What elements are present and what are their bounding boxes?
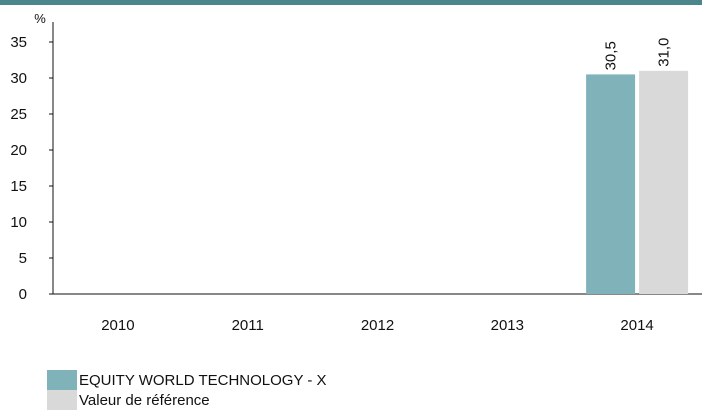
x-tick-label: 2011 [232,317,264,334]
y-tick-label: 5 [19,250,27,267]
chart-legend: EQUITY WORLD TECHNOLOGY - X Valeur de ré… [47,370,327,410]
y-tick-label: 0 [19,286,27,303]
data-label-series-1-2014: 30,5 [603,41,620,70]
x-tick-label: 2013 [491,317,524,334]
x-tick-label: 2014 [620,317,653,334]
y-axis-title: % [34,11,46,26]
data-label-series-2-2014: 31,0 [656,38,673,67]
y-tick-label: 35 [10,34,27,51]
legend-label-series-1: EQUITY WORLD TECHNOLOGY - X [79,371,327,389]
legend-item-series-1: EQUITY WORLD TECHNOLOGY - X [47,370,327,390]
y-tick-label: 10 [10,214,27,231]
y-tick-label: 30 [10,70,27,87]
x-tick-label: 2012 [361,317,394,334]
legend-swatch-series-2 [47,390,77,410]
y-tick-label: 25 [10,106,27,123]
bar-series-2-2014 [639,70,689,294]
legend-label-series-2: Valeur de référence [79,391,210,409]
legend-swatch-series-1 [47,370,77,390]
bar-series-1-2014 [586,74,636,295]
legend-item-series-2: Valeur de référence [47,390,327,410]
x-tick-label: 2010 [101,317,134,334]
y-tick-label: 20 [10,142,27,159]
top-band [0,0,702,5]
y-tick-label: 15 [10,178,27,195]
